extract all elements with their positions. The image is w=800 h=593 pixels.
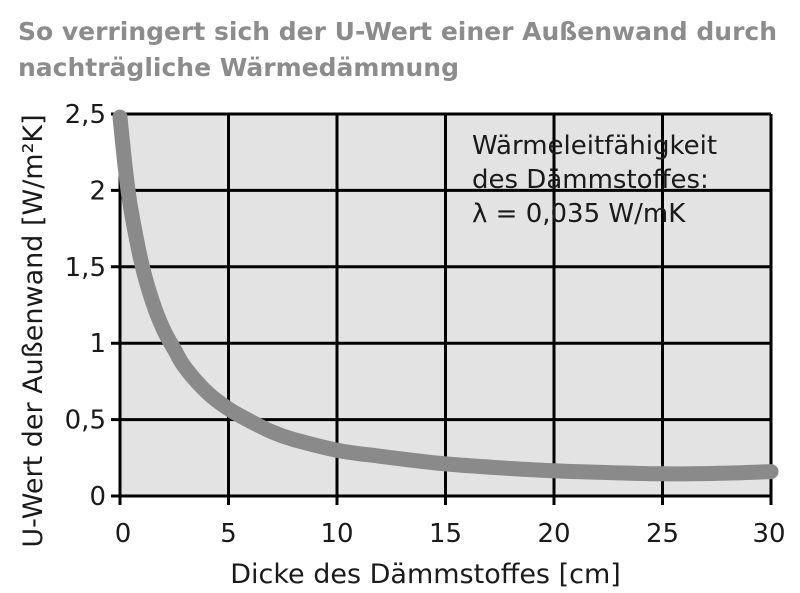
annotation-line-3: λ = 0,035 W/mK — [472, 199, 686, 229]
chart-title-line-2: nachträgliche Wärmedämmung — [18, 53, 459, 82]
conductivity-annotation: Wärmeleitfähigkeit des Dämmstoffes: λ = … — [472, 131, 717, 229]
x-tick-label: 0 — [115, 519, 132, 549]
y-tick-label: 2 — [89, 176, 106, 206]
annotation-line-2: des Dämmstoffes: — [472, 165, 709, 195]
y-tick-label: 2,5 — [65, 100, 106, 130]
y-tick-label: 0,5 — [65, 406, 106, 436]
x-tick-label: 30 — [752, 519, 785, 549]
chart-title: So verringert sich der U-Wert einer Auße… — [18, 14, 788, 86]
x-axis-title: Dicke des Dämmstoffes [cm] — [230, 559, 621, 590]
chart-title-line-1: So verringert sich der U-Wert einer Auße… — [18, 17, 778, 46]
y-tick-label: 0 — [89, 482, 106, 512]
x-tick-label: 10 — [320, 519, 353, 549]
y-axis-title: U-Wert der Außenwand [W/m²K] — [18, 114, 49, 547]
y-axis-ticks: 0 0,5 1 1,5 2 2,5 — [65, 100, 106, 512]
x-tick-label: 5 — [220, 519, 237, 549]
u-value-curve — [112, 109, 779, 482]
x-tick-label: 15 — [429, 519, 462, 549]
y-tick-label: 1 — [89, 329, 106, 359]
grid — [111, 112, 773, 505]
x-tick-label: 25 — [646, 519, 679, 549]
y-tick-label: 1,5 — [65, 253, 106, 283]
x-axis-ticks: 0 5 10 15 20 25 30 — [115, 519, 786, 549]
annotation-line-1: Wärmeleitfähigkeit — [472, 131, 717, 161]
x-tick-label: 20 — [537, 519, 570, 549]
